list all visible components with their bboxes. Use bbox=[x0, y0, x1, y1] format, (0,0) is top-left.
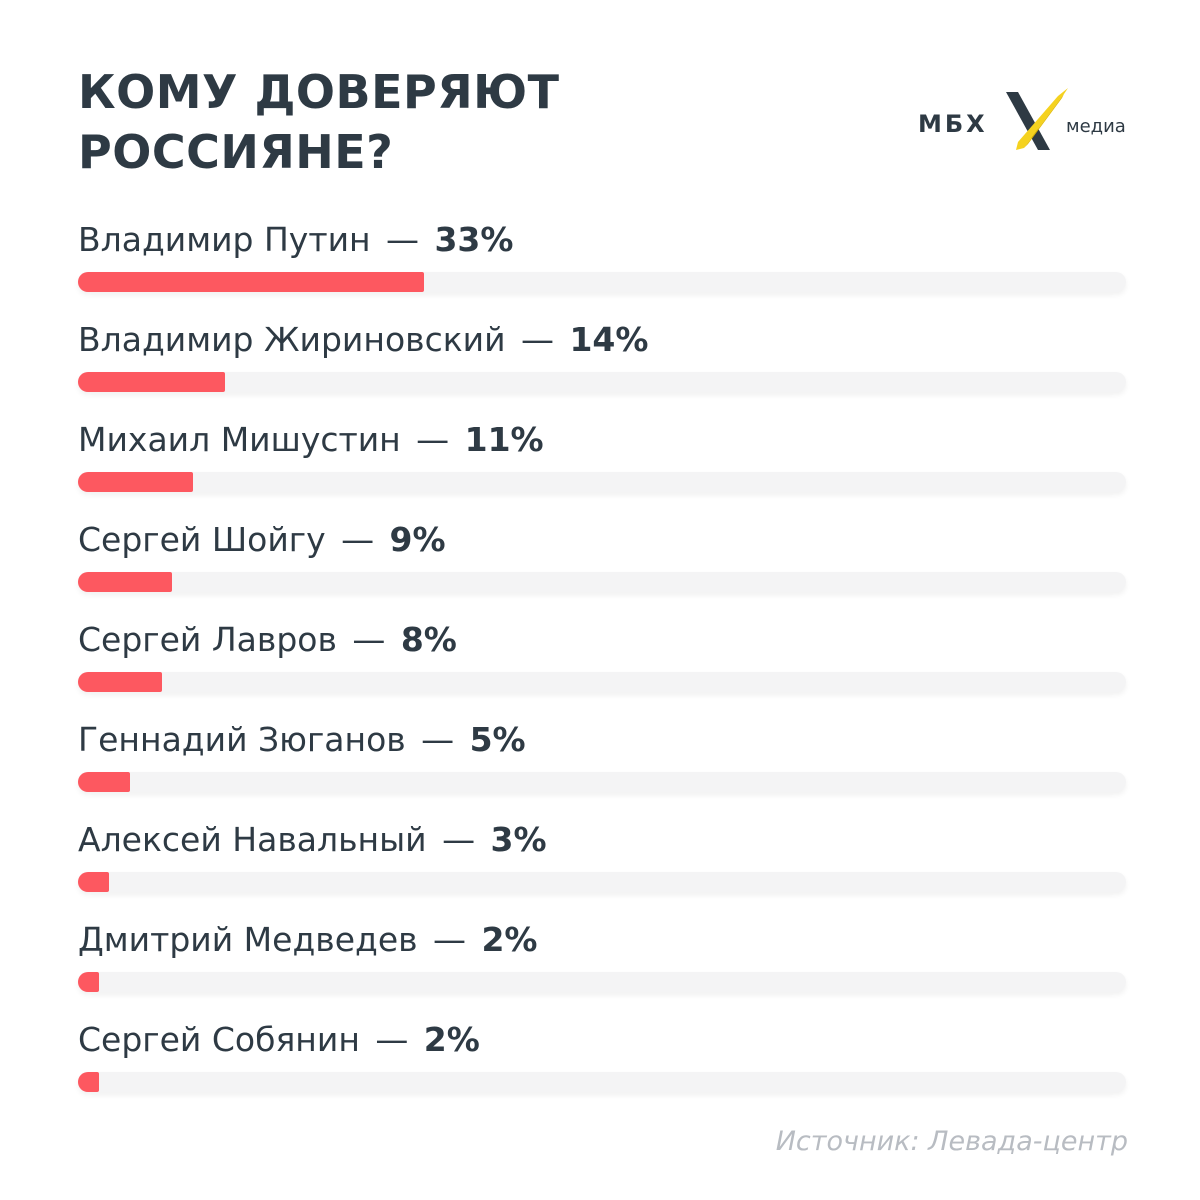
logo-text-media: медиа bbox=[1066, 116, 1126, 137]
bar-label: Сергей Шойгу — 9% bbox=[78, 518, 446, 562]
bar-value-label: 11% bbox=[464, 420, 544, 459]
bar-fill bbox=[78, 672, 162, 692]
bar-track bbox=[78, 1072, 1126, 1092]
bar-track bbox=[78, 372, 1126, 392]
bar-value-label: 2% bbox=[481, 920, 538, 959]
bar-category-name: Владимир Жириновский bbox=[78, 320, 506, 359]
bar-fill bbox=[78, 872, 110, 892]
bar-label: Владимир Жириновский — 14% bbox=[78, 318, 648, 362]
bar-fill bbox=[78, 1072, 99, 1092]
bar-row: Геннадий Зюганов — 5% bbox=[78, 718, 1128, 818]
bar-row: Сергей Лавров — 8% bbox=[78, 618, 1128, 718]
bar-label-dash: — bbox=[433, 920, 467, 959]
bar-row: Владимир Жириновский — 14% bbox=[78, 318, 1128, 418]
bar-label: Сергей Собянин — 2% bbox=[78, 1018, 480, 1062]
bar-label: Алексей Навальный — 3% bbox=[78, 818, 547, 862]
bar-label: Сергей Лавров — 8% bbox=[78, 618, 457, 662]
logo-text-mbh: МБХ bbox=[918, 110, 988, 138]
bar-value-label: 9% bbox=[389, 520, 446, 559]
bar-value-label: 14% bbox=[569, 320, 649, 359]
bar-label: Михаил Мишустин — 11% bbox=[78, 418, 544, 462]
logo-x-mark-icon bbox=[1006, 88, 1068, 150]
bar-category-name: Сергей Лавров bbox=[78, 620, 337, 659]
bar-label-dash: — bbox=[521, 320, 555, 359]
bar-value-label: 5% bbox=[469, 720, 526, 759]
bar-label: Владимир Путин — 33% bbox=[78, 218, 513, 262]
mbh-media-logo: МБХ медиа bbox=[916, 86, 1136, 158]
bar-category-name: Сергей Собянин bbox=[78, 1020, 360, 1059]
bar-fill bbox=[78, 772, 131, 792]
bar-value-label: 33% bbox=[434, 220, 514, 259]
bar-track bbox=[78, 772, 1126, 792]
bar-category-name: Дмитрий Медведев bbox=[78, 920, 418, 959]
bar-track bbox=[78, 872, 1126, 892]
bar-fill bbox=[78, 272, 424, 292]
page-title: КОМУ ДОВЕРЯЮТ РОССИЯНЕ? bbox=[78, 62, 798, 182]
bar-label: Дмитрий Медведев — 2% bbox=[78, 918, 538, 962]
title-line-1: КОМУ ДОВЕРЯЮТ bbox=[78, 65, 560, 119]
source-note: Источник: Левада-центр bbox=[775, 1126, 1128, 1157]
bar-row: Дмитрий Медведев — 2% bbox=[78, 918, 1128, 1018]
bar-label-dash: — bbox=[421, 720, 455, 759]
bar-label: Геннадий Зюганов — 5% bbox=[78, 718, 526, 762]
bar-track bbox=[78, 472, 1126, 492]
bar-label-dash: — bbox=[386, 220, 420, 259]
bar-row: Сергей Шойгу — 9% bbox=[78, 518, 1128, 618]
bar-label-dash: — bbox=[341, 520, 375, 559]
bar-chart: Владимир Путин — 33% Владимир Жириновский… bbox=[78, 218, 1128, 1118]
bar-category-name: Михаил Мишустин bbox=[78, 420, 401, 459]
bar-value-label: 3% bbox=[490, 820, 547, 859]
bar-label-dash: — bbox=[442, 820, 476, 859]
bar-label-dash: — bbox=[416, 420, 450, 459]
bar-row: Алексей Навальный — 3% bbox=[78, 818, 1128, 918]
bar-row: Сергей Собянин — 2% bbox=[78, 1018, 1128, 1118]
bar-track bbox=[78, 272, 1126, 292]
bar-category-name: Алексей Навальный bbox=[78, 820, 427, 859]
bar-track bbox=[78, 672, 1126, 692]
bar-row: Михаил Мишустин — 11% bbox=[78, 418, 1128, 518]
bar-value-label: 8% bbox=[400, 620, 457, 659]
bar-track bbox=[78, 572, 1126, 592]
bar-row: Владимир Путин — 33% bbox=[78, 218, 1128, 318]
bar-category-name: Геннадий Зюганов bbox=[78, 720, 406, 759]
bar-value-label: 2% bbox=[423, 1020, 480, 1059]
bar-fill bbox=[78, 572, 173, 592]
bar-track bbox=[78, 972, 1126, 992]
bar-category-name: Сергей Шойгу bbox=[78, 520, 326, 559]
bar-fill bbox=[78, 372, 225, 392]
bar-label-dash: — bbox=[352, 620, 386, 659]
bar-category-name: Владимир Путин bbox=[78, 220, 371, 259]
title-line-2: РОССИЯНЕ? bbox=[78, 125, 394, 179]
bar-label-dash: — bbox=[375, 1020, 409, 1059]
bar-fill bbox=[78, 472, 194, 492]
bar-fill bbox=[78, 972, 99, 992]
